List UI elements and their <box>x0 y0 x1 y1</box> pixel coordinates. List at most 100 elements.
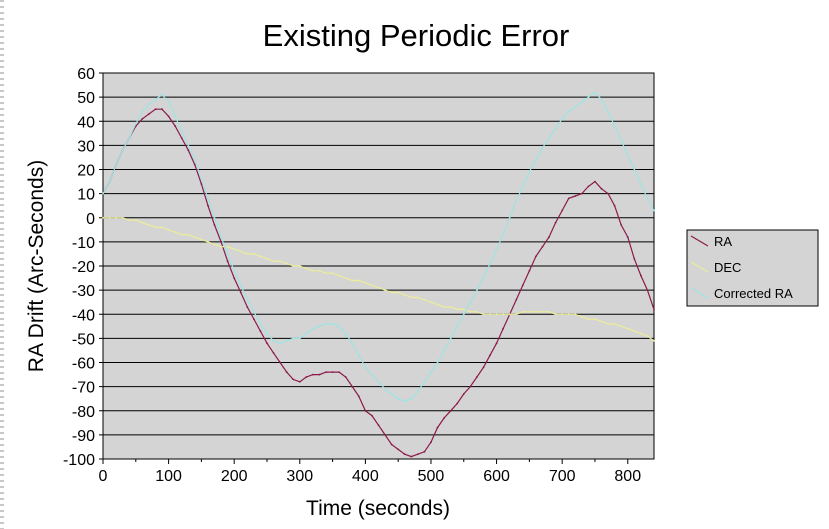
data-point-ra <box>613 204 616 207</box>
data-point-corrected-ra <box>561 117 564 120</box>
data-point-dec <box>574 313 577 316</box>
data-point-dec <box>482 313 485 316</box>
data-point-ra <box>561 209 564 212</box>
data-point-corrected-ra <box>364 366 367 369</box>
data-point-ra <box>239 291 242 294</box>
data-point-corrected-ra <box>456 325 459 328</box>
data-point-ra <box>607 192 609 195</box>
data-point-corrected-ra <box>298 337 301 340</box>
data-point-dec <box>167 228 170 231</box>
data-point-dec <box>548 310 550 313</box>
data-point-corrected-ra <box>646 197 649 200</box>
y-tick-label: -60 <box>72 356 95 373</box>
data-point-dec <box>594 318 596 320</box>
data-point-ra <box>580 192 583 195</box>
data-point-corrected-ra <box>371 373 373 376</box>
data-point-ra <box>325 371 327 373</box>
x-tick-label: 600 <box>483 468 510 485</box>
data-point-dec <box>535 310 537 313</box>
data-point-corrected-ra <box>633 168 636 171</box>
y-tick-label: -80 <box>72 404 95 421</box>
data-point-ra <box>371 414 373 417</box>
data-point-ra <box>292 378 295 381</box>
data-point-dec <box>508 313 511 316</box>
data-point-dec <box>462 308 465 311</box>
data-point-ra <box>462 393 465 395</box>
data-point-dec <box>325 272 327 275</box>
data-point-corrected-ra <box>554 127 557 130</box>
data-point-corrected-ra <box>508 216 511 219</box>
data-point-dec <box>357 279 360 282</box>
y-tick-label: -90 <box>72 428 95 445</box>
data-point-ra <box>502 327 504 330</box>
data-point-dec <box>121 216 124 219</box>
data-point-dec <box>134 219 137 222</box>
data-point-ra <box>272 352 275 354</box>
data-point-dec <box>253 253 255 255</box>
data-point-corrected-ra <box>312 327 314 330</box>
data-point-corrected-ra <box>462 313 465 316</box>
data-point-corrected-ra <box>266 332 268 335</box>
data-point-dec <box>161 226 163 229</box>
data-point-dec <box>174 231 177 234</box>
data-point-ra <box>384 434 386 436</box>
data-point-dec <box>456 308 459 311</box>
data-point-corrected-ra <box>384 388 386 390</box>
data-point-ra <box>600 187 603 190</box>
data-point-dec <box>259 255 262 258</box>
data-point-dec <box>541 310 544 313</box>
data-point-ra <box>200 183 203 185</box>
data-point-corrected-ra <box>489 262 491 265</box>
data-point-corrected-ra <box>600 98 603 101</box>
series-ra <box>102 108 655 458</box>
data-point-dec <box>187 233 190 236</box>
data-point-dec <box>436 303 439 306</box>
data-point-corrected-ra <box>226 253 229 255</box>
data-point-corrected-ra <box>410 397 413 400</box>
data-point-ra <box>305 376 308 378</box>
y-axis-ticks: 60 50 40 30 20 10 0 -10 -20 -30 -40 -50 -60 -70 -80 -90… <box>63 66 103 469</box>
data-point-corrected-ra <box>128 137 131 140</box>
data-point-ra <box>364 409 367 412</box>
data-point-dec <box>200 238 203 241</box>
y-tick-label: 30 <box>77 138 95 155</box>
legend-label-ra: RA <box>714 234 732 249</box>
data-point-ra <box>187 149 190 152</box>
gridlines <box>103 96 654 436</box>
data-point-corrected-ra <box>134 122 137 125</box>
data-point-ra <box>567 197 570 200</box>
data-point-ra <box>489 354 491 357</box>
data-point-ra <box>469 385 472 388</box>
data-point-corrected-ra <box>587 96 590 98</box>
data-point-ra <box>161 108 163 111</box>
data-point-ra <box>141 117 144 120</box>
data-point-corrected-ra <box>253 310 255 313</box>
data-point-corrected-ra <box>502 233 504 236</box>
data-point-corrected-ra <box>121 149 124 152</box>
y-tick-label: -30 <box>72 283 95 300</box>
data-point-corrected-ra <box>482 277 485 279</box>
y-tick-label: -20 <box>72 259 95 276</box>
y-tick-label: -100 <box>63 452 95 469</box>
data-point-corrected-ra <box>580 101 583 103</box>
series-corrected-ra <box>102 91 655 402</box>
data-point-corrected-ra <box>305 332 308 335</box>
data-point-dec <box>646 335 649 337</box>
data-point-dec <box>272 260 275 263</box>
data-point-dec <box>312 269 314 272</box>
data-point-corrected-ra <box>607 110 609 113</box>
data-point-corrected-ra <box>541 146 544 149</box>
data-point-ra <box>259 330 262 332</box>
data-point-dec <box>108 216 111 219</box>
data-point-ra <box>417 453 419 456</box>
data-point-dec <box>561 313 564 316</box>
data-point-corrected-ra <box>180 130 183 132</box>
data-point-ra <box>436 426 439 429</box>
data-point-ra <box>207 204 209 207</box>
data-point-dec <box>521 310 524 313</box>
data-point-dec <box>626 327 629 330</box>
data-point-corrected-ra <box>141 110 144 113</box>
data-point-dec <box>279 260 281 263</box>
data-point-corrected-ra <box>377 380 380 383</box>
